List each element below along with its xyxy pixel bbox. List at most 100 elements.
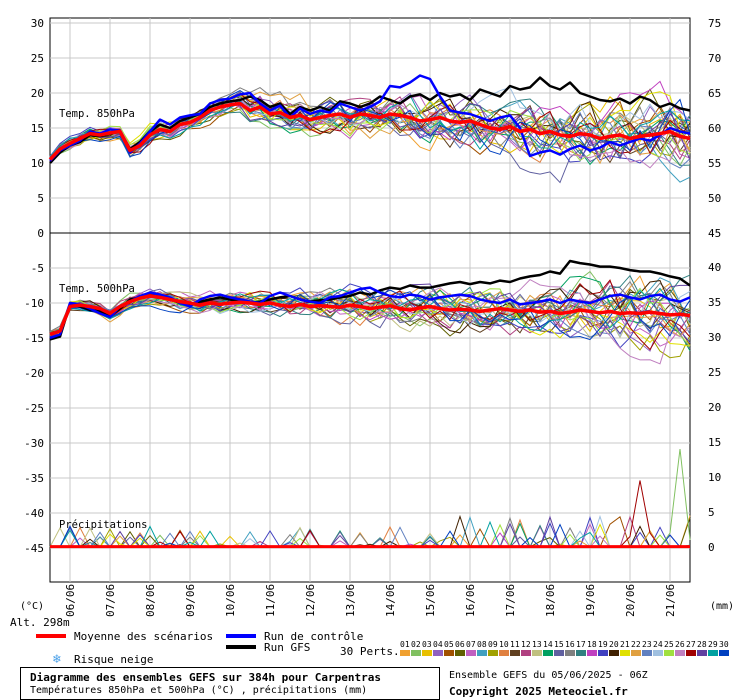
y-tick-right-lower: 35 (708, 296, 721, 309)
legend-pert-swatch (609, 650, 619, 656)
panel-label-850: Temp. 850hPa (59, 108, 135, 120)
legend-pert-number: 09 (488, 640, 498, 649)
snowflake-icon: ❄ (52, 652, 61, 667)
right-unit-label: (mm) (710, 601, 734, 612)
y-tick-right-lower: 20 (708, 401, 721, 414)
y-tick-right-850: 55 (708, 157, 721, 170)
legend-pert-swatch (653, 650, 663, 656)
copyright-label: Copyright 2025 Meteociel.fr (449, 685, 628, 698)
y-tick-left-500: -30 (24, 437, 44, 450)
y-tick-left-500: -45 (24, 542, 44, 555)
legend-pert-number: 25 (664, 640, 674, 649)
legend-pert-swatch (642, 650, 652, 656)
legend-pert-swatch (576, 650, 586, 656)
legend-pert-swatch (675, 650, 685, 656)
legend-pert-number: 15 (554, 640, 564, 649)
legend-pert-swatch (455, 650, 465, 656)
legend-pert-number: 18 (587, 640, 597, 649)
chart-subtitle: Températures 850hPa et 500hPa (°C) , pré… (30, 685, 367, 696)
y-tick-right-lower: 0 (708, 541, 715, 554)
y-tick-left-850: 10 (31, 157, 44, 170)
x-tick-date: 09/06 (184, 584, 197, 617)
legend-pert-number: 02 (411, 640, 421, 649)
y-tick-right-850: 50 (708, 192, 721, 205)
x-tick-date: 21/06 (664, 584, 677, 617)
legend-pert-number: 29 (708, 640, 718, 649)
y-tick-right-850: 60 (708, 122, 721, 135)
x-tick-date: 20/06 (624, 584, 637, 617)
legend-pert-swatch (510, 650, 520, 656)
legend-pert-number: 23 (642, 640, 652, 649)
legend-mean-label: Moyenne des scénarios (74, 630, 213, 643)
legend-pert-number: 06 (455, 640, 465, 649)
y-tick-right-lower: 30 (708, 331, 721, 344)
x-tick-date: 12/06 (304, 584, 317, 617)
y-tick-right-850: 45 (708, 227, 721, 240)
legend-pert-number: 01 (400, 640, 410, 649)
legend-pert-number: 22 (631, 640, 641, 649)
chart-title: Diagramme des ensembles GEFS sur 384h po… (30, 671, 381, 684)
legend-pert-number: 08 (477, 640, 487, 649)
y-tick-right-850: 70 (708, 52, 721, 65)
y-tick-left-500: -10 (24, 297, 44, 310)
run-label: Ensemble GEFS du 05/06/2025 - 06Z (449, 670, 648, 681)
y-tick-left-500: -5 (31, 262, 44, 275)
legend-pert-swatch (631, 650, 641, 656)
y-tick-left-500: -35 (24, 472, 44, 485)
y-tick-right-850: 75 (708, 17, 721, 30)
legend-pert-swatch (697, 650, 707, 656)
y-tick-left-850: 5 (37, 192, 44, 205)
altitude-label: Alt. 298m (10, 616, 70, 629)
legend-pert-swatch (444, 650, 454, 656)
legend-pert-swatch (422, 650, 432, 656)
legend-pert-number: 13 (532, 640, 542, 649)
x-tick-date: 16/06 (464, 584, 477, 617)
legend-pert-number: 14 (543, 640, 553, 649)
legend-pert-swatch (543, 650, 553, 656)
legend-pert-number: 24 (653, 640, 663, 649)
legend-pert-swatch (686, 650, 696, 656)
y-tick-left-850: 0 (37, 227, 44, 240)
panel-label-precip: Précipitations (59, 519, 148, 531)
legend-pert-number: 11 (510, 640, 520, 649)
x-tick-date: 13/06 (344, 584, 357, 617)
x-tick-date: 18/06 (544, 584, 557, 617)
legend-pert-swatch (499, 650, 509, 656)
legend-pert-number: 04 (433, 640, 443, 649)
legend-pert-swatch (400, 650, 410, 656)
y-tick-right-lower: 40 (708, 261, 721, 274)
legend-pert-swatch (466, 650, 476, 656)
legend-pert-number: 16 (565, 640, 575, 649)
legend-pert-swatch (488, 650, 498, 656)
legend-pert-number: 26 (675, 640, 685, 649)
legend-pert-number: 03 (422, 640, 432, 649)
legend-gfs-label: Run GFS (264, 641, 310, 654)
y-tick-right-850: 65 (708, 87, 721, 100)
legend-perts-label: 30 Perts. (340, 645, 400, 658)
y-tick-right-lower: 5 (708, 506, 715, 519)
legend-pert-number: 17 (576, 640, 586, 649)
y-tick-right-lower: 15 (708, 436, 721, 449)
y-tick-left-850: 15 (31, 122, 44, 135)
legend-snow-label: Risque neige (74, 653, 153, 666)
legend-pert-number: 28 (697, 640, 707, 649)
x-tick-date: 15/06 (424, 584, 437, 617)
legend-pert-swatch (620, 650, 630, 656)
legend-pert-swatch (598, 650, 608, 656)
y-tick-left-500: -40 (24, 507, 44, 520)
panel-label-500: Temp. 500hPa (59, 283, 135, 295)
x-tick-date: 11/06 (264, 584, 277, 617)
legend-pert-swatch (433, 650, 443, 656)
x-tick-date: 07/06 (104, 584, 117, 617)
legend-pert-swatch (521, 650, 531, 656)
legend-pert-number: 10 (499, 640, 509, 649)
legend-pert-swatch (532, 650, 542, 656)
left-unit-label: (°C) (20, 601, 44, 612)
legend-pert-swatch (664, 650, 674, 656)
y-tick-left-850: 20 (31, 87, 44, 100)
legend-pert-number: 27 (686, 640, 696, 649)
x-tick-date: 17/06 (504, 584, 517, 617)
y-tick-left-500: -15 (24, 332, 44, 345)
y-tick-left-500: -20 (24, 367, 44, 380)
